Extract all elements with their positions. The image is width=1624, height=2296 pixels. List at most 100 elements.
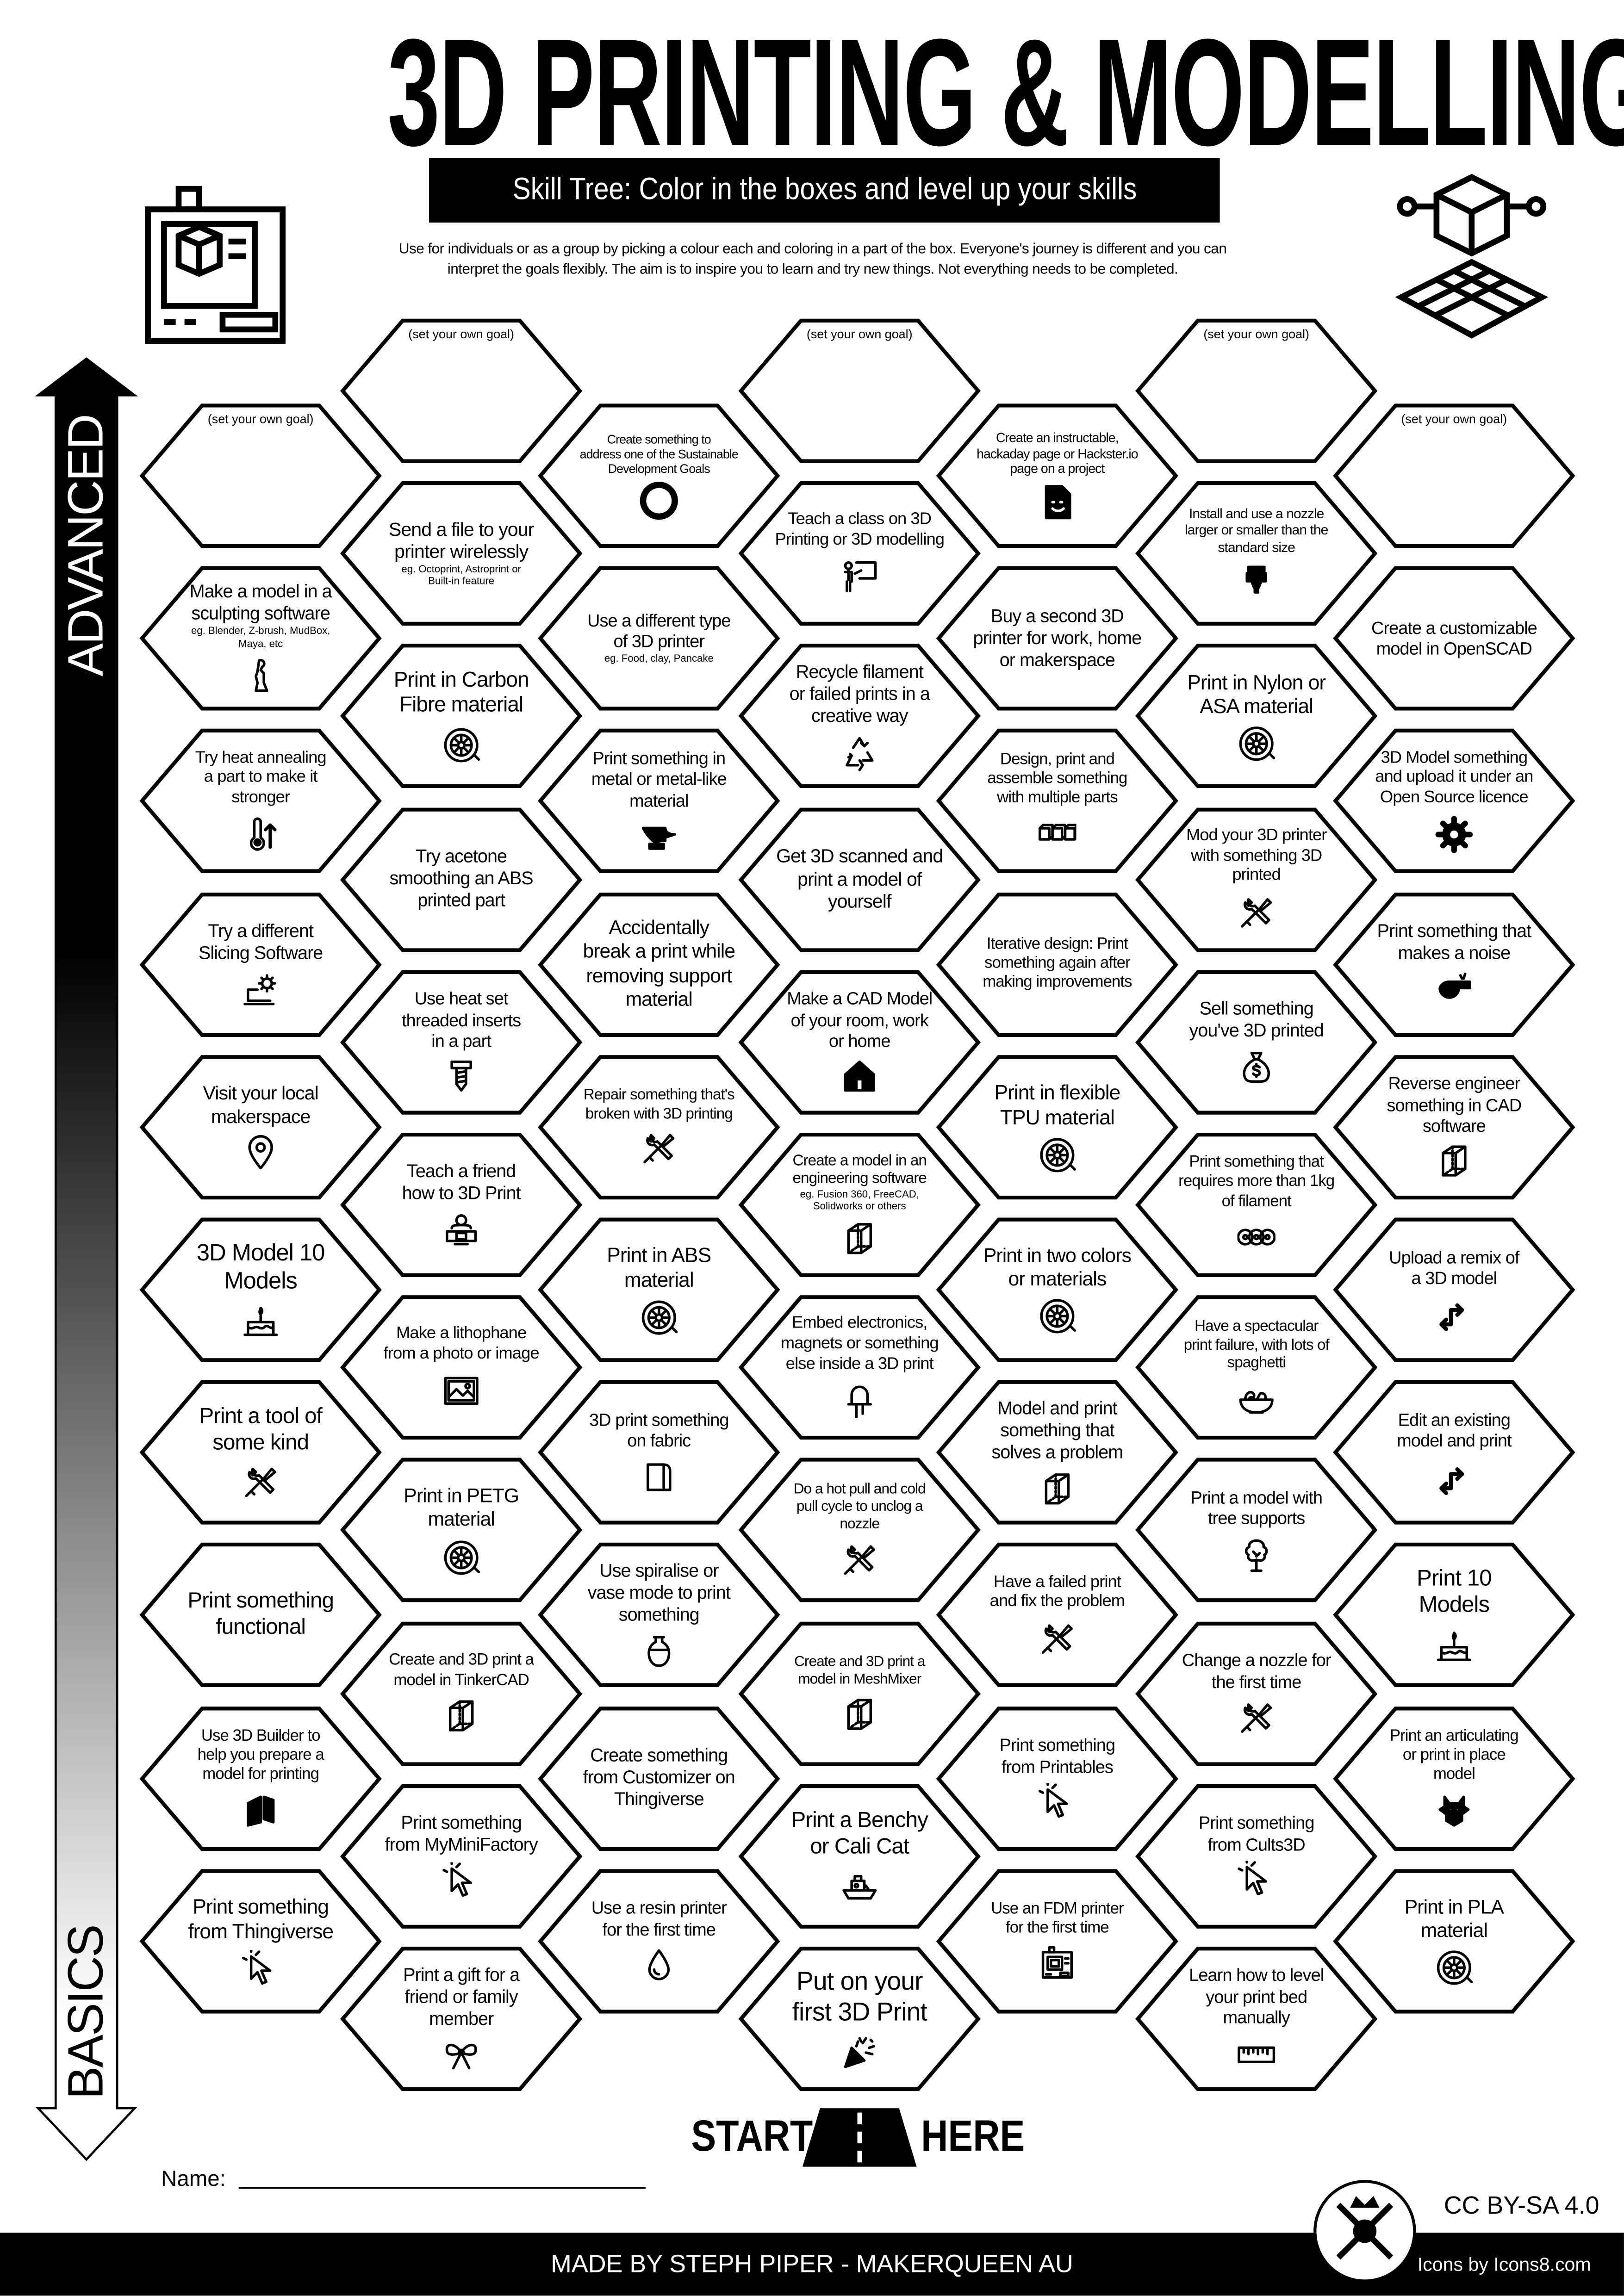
- skill-hex[interactable]: Sell something you've 3D printed: [1135, 970, 1378, 1115]
- hex-outline: [1135, 970, 1378, 1115]
- skill-hex[interactable]: Make a model in a sculpting software eg. …: [139, 566, 382, 711]
- hex-outline: [1333, 566, 1575, 711]
- skill-hex[interactable]: Send a file to your printer wirelessly eg…: [340, 481, 583, 626]
- skill-hex[interactable]: Get 3D scanned and print a model of your…: [738, 807, 981, 952]
- skill-hex[interactable]: Visit your local makerspace: [139, 1055, 382, 1199]
- skill-text: Reverse engineer something in CAD softwa…: [1387, 1073, 1522, 1136]
- skill-hex[interactable]: Print in flexible TPU material: [936, 1055, 1179, 1199]
- skill-hex[interactable]: Print in Nylon or ASA material: [1135, 644, 1378, 789]
- skill-hex[interactable]: Install and use a nozzle larger or small…: [1135, 481, 1378, 626]
- skill-hex[interactable]: Create and 3D print a model in MeshMixer: [738, 1621, 981, 1766]
- skill-hex[interactable]: Try a different Slicing Software: [139, 892, 382, 1036]
- skill-hex[interactable]: Print a Benchy or Cali Cat: [738, 1784, 981, 1929]
- hex-outline: [340, 1621, 583, 1766]
- skill-hex[interactable]: Buy a second 3D printer for work, home o…: [936, 566, 1179, 711]
- anvil-icon: [641, 826, 676, 850]
- skill-hex[interactable]: Create a model in an engineering softwar…: [738, 1132, 981, 1277]
- skill-hex[interactable]: Print something from Cults3D: [1135, 1784, 1378, 1929]
- house-icon: [844, 1061, 875, 1092]
- hex-content: Use a resin printer for the first time: [571, 1878, 747, 2004]
- hex-content: Print in ABS material: [571, 1227, 747, 1353]
- fabric-icon: [647, 1462, 672, 1491]
- skill-hex[interactable]: Upload a remix of a 3D model: [1333, 1217, 1575, 1362]
- hex-outline: [340, 1947, 583, 2091]
- presentation-icon: [844, 561, 877, 593]
- skill-hex[interactable]: Recycle filament or failed prints in a c…: [738, 644, 981, 789]
- skill-hex[interactable]: Print in Carbon Fibre material: [340, 644, 583, 789]
- skill-hex[interactable]: Use a different type of 3D printer eg. Fo…: [538, 566, 780, 711]
- skill-hex[interactable]: Print an articulating or print in place …: [1333, 1706, 1575, 1850]
- skill-hex[interactable]: Create and 3D print a model in TinkerCAD: [340, 1621, 583, 1766]
- skill-hex[interactable]: Use a resin printer for the first time: [538, 1868, 780, 2013]
- skill-examples: eg. Fusion 360, FreeCAD, Solidworks or o…: [800, 1190, 919, 1213]
- skill-hex[interactable]: Create something from Customizer on Thin…: [538, 1706, 780, 1850]
- skill-hex[interactable]: Print 10 Models: [1333, 1543, 1575, 1688]
- skill-hex[interactable]: Mod your 3D printer with something 3D pr…: [1135, 807, 1378, 952]
- road-icon: [802, 2108, 917, 2167]
- skill-hex[interactable]: Learn how to level your print bed manual…: [1135, 1947, 1378, 2091]
- skill-hex[interactable]: Create something to address one of the S…: [538, 403, 780, 548]
- skill-hex[interactable]: Put on your first 3D Print: [738, 1947, 981, 2091]
- custom-goal-hex[interactable]: (set your own goal): [1135, 318, 1378, 463]
- skill-hex[interactable]: Iterative design: Print something again …: [936, 892, 1179, 1036]
- skill-hex[interactable]: Print a model with tree supports: [1135, 1458, 1378, 1603]
- custom-goal-hex[interactable]: (set your own goal): [139, 403, 382, 548]
- skill-hex[interactable]: Print in PETG material: [340, 1458, 583, 1603]
- hex-content: Create and 3D print a model in MeshMixer: [772, 1630, 947, 1756]
- skill-hex[interactable]: Print something functional: [139, 1543, 382, 1688]
- icons-credit: Icons by Icons8.com: [1417, 2253, 1591, 2275]
- custom-goal-hex[interactable]: (set your own goal): [340, 318, 583, 463]
- skill-hex[interactable]: Make a CAD Model of your room, work or h…: [738, 970, 981, 1115]
- skill-hex[interactable]: Make a lithophane from a photo or image: [340, 1295, 583, 1440]
- custom-goal-label: (set your own goal): [1203, 326, 1310, 341]
- custom-goal-hex[interactable]: (set your own goal): [738, 318, 981, 463]
- cake-icon: [1437, 1632, 1471, 1661]
- skill-hex[interactable]: Print in ABS material: [538, 1217, 780, 1362]
- skill-hex[interactable]: Use heat set threaded inserts in a part: [340, 970, 583, 1115]
- skill-hex[interactable]: Print something that makes a noise: [1333, 892, 1575, 1036]
- skill-hex[interactable]: Use 3D Builder to help you prepare a mod…: [139, 1706, 382, 1850]
- skill-hex[interactable]: Print something that requires more than …: [1135, 1132, 1378, 1277]
- skill-hex[interactable]: Teach a class on 3D Printing or 3D model…: [738, 481, 981, 626]
- skill-hex[interactable]: Create a customizable model in OpenSCAD: [1333, 566, 1575, 711]
- skill-hex[interactable]: Embed electronics, magnets or something …: [738, 1295, 981, 1440]
- skill-hex[interactable]: Try acetone smoothing an ABS printed par…: [340, 807, 583, 952]
- skill-hex[interactable]: Print a tool of some kind: [139, 1380, 382, 1525]
- skill-hex[interactable]: Print a gift for a friend or family memb…: [340, 1947, 583, 2091]
- skill-text: Print something from Printables: [999, 1735, 1116, 1777]
- skill-hex[interactable]: Print something in metal or metal-like m…: [538, 729, 780, 874]
- skill-hex[interactable]: Try heat annealing a part to make it str…: [139, 729, 382, 874]
- skill-hex[interactable]: Print in PLA material: [1333, 1868, 1575, 2013]
- skill-hex[interactable]: Use spiralise or vase mode to print some…: [538, 1543, 780, 1688]
- skill-hex[interactable]: Have a spectacular print failure, with l…: [1135, 1295, 1378, 1440]
- skill-hex[interactable]: Change a nozzle for the first time: [1135, 1621, 1378, 1766]
- remix-icon: [1439, 1466, 1464, 1495]
- dragon-icon: [1438, 1796, 1470, 1827]
- skill-hex[interactable]: Print something from MyMiniFactory: [340, 1784, 583, 1929]
- skill-hex[interactable]: Print something from Printables: [936, 1706, 1179, 1850]
- skill-hex[interactable]: 3D Model 10 Models: [139, 1217, 382, 1362]
- skill-hex[interactable]: Do a hot pull and cold pull cycle to unc…: [738, 1458, 981, 1603]
- skill-hex[interactable]: Edit an existing model and print: [1333, 1380, 1575, 1525]
- skill-text: Do a hot pull and cold pull cycle to unc…: [793, 1482, 926, 1533]
- skill-hex[interactable]: Model and print something that solves a …: [936, 1380, 1179, 1525]
- skill-hex[interactable]: 3D print something on fabric: [538, 1380, 780, 1525]
- skill-hex[interactable]: Design, print and assemble something wit…: [936, 729, 1179, 874]
- skill-hex[interactable]: Repair something that's broken with 3D p…: [538, 1055, 780, 1199]
- name-input-line[interactable]: [238, 2187, 646, 2189]
- skill-hex[interactable]: Use an FDM printer for the first time: [936, 1868, 1179, 2013]
- custom-goal-hex[interactable]: (set your own goal): [1333, 403, 1575, 548]
- skill-hex[interactable]: Create an instructable, hackaday page or…: [936, 403, 1179, 548]
- skill-hex[interactable]: 3D Model something and upload it under a…: [1333, 729, 1575, 874]
- skill-hex[interactable]: Accidentally break a print while removin…: [538, 892, 780, 1036]
- skill-hex[interactable]: Reverse engineer something in CAD softwa…: [1333, 1055, 1575, 1199]
- skill-text: Use a different type of 3D printer: [587, 610, 731, 652]
- skill-hex[interactable]: Teach a friend how to 3D Print: [340, 1132, 583, 1277]
- hex-content: Create and 3D print a model in TinkerCAD: [373, 1630, 549, 1756]
- hex-outline: [936, 1706, 1179, 1850]
- skill-hex[interactable]: Print in two colors or materials: [936, 1217, 1179, 1362]
- screw-icon: [450, 1061, 472, 1092]
- skill-hex[interactable]: Have a failed print and fix the problem: [936, 1543, 1179, 1688]
- skill-hex[interactable]: Print something from Thingiverse: [139, 1868, 382, 2013]
- hex-content: Use spiralise or vase mode to print some…: [571, 1552, 747, 1678]
